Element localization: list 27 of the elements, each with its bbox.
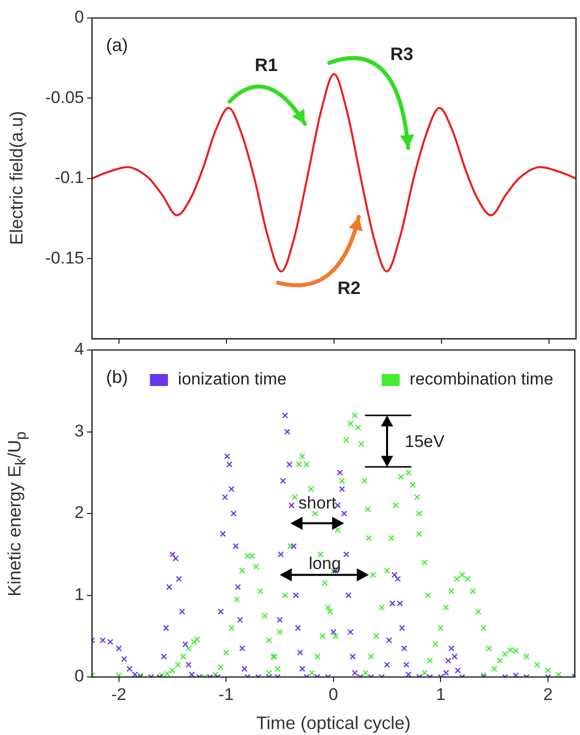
y-axis-title: Electric field(a.u) [6,111,28,246]
annotation: short [298,493,336,512]
annotation: R2 [338,278,361,298]
annotation: (b) [106,366,128,387]
y-tick-label: -0.1 [54,168,84,188]
annotation: 15eV [404,432,446,452]
y-tick-label: 4 [74,340,84,359]
y-tick-label: -0.15 [45,248,84,268]
legend-label: recombination time [410,370,554,389]
annotation: (a) [106,34,128,55]
x-tick-label: -1 [218,684,234,704]
annotation: R3 [390,44,414,64]
y-tick-label: 2 [74,503,84,522]
x-tick-label: 2 [543,684,553,704]
y-tick-label: -0.05 [45,88,84,107]
x-tick-label: 1 [436,684,446,704]
line-series [92,73,576,272]
annotation: R1 [254,55,278,76]
legend-label: ionization time [178,370,287,389]
x-axis-title: Time (optical cycle) [256,713,411,734]
y-tick-label: 0 [74,666,84,686]
x-tick-label: -2 [111,684,126,704]
x-tick-label: 0 [328,684,338,704]
annotation: long [308,554,341,573]
y-tick-label: 3 [74,421,84,440]
y-tick-label: 1 [74,584,84,604]
y-tick-label: 0 [74,8,84,27]
